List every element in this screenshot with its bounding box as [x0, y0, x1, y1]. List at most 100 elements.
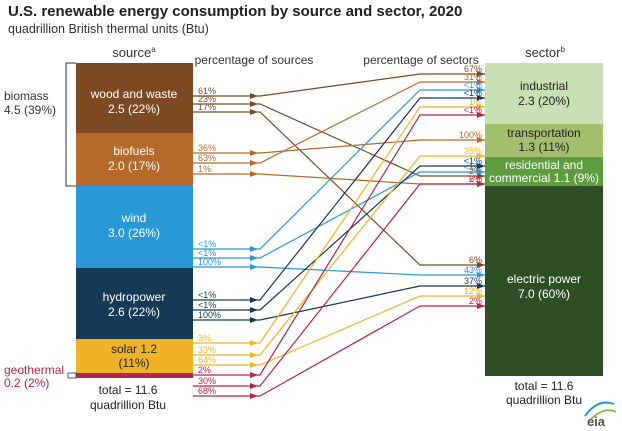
- bar-residential-commercial: [485, 157, 603, 186]
- solar-label: solar 1.2: [111, 342, 157, 356]
- bar-transportation: [485, 124, 603, 157]
- flow-line: [193, 266, 485, 276]
- chart-subtitle: quadrillion British thermal units (Btu): [8, 22, 209, 36]
- flow-line: [193, 114, 485, 376]
- total-right-line2: quadrillion Btu: [506, 393, 582, 407]
- flow-arrowhead-sector: [477, 169, 485, 175]
- sector-percentage-label: 31%: [464, 72, 482, 82]
- source-percentage-label: 64%: [198, 355, 216, 365]
- bar-wood-and-waste: [76, 63, 193, 133]
- flow-arrowhead-source: [250, 317, 258, 323]
- source-bars: [76, 63, 193, 378]
- solar-value: (11%): [118, 356, 149, 370]
- flow-line: [193, 89, 485, 250]
- total-left-line2: quadrillion Btu: [90, 398, 166, 412]
- flow-arrowhead-sector: [477, 163, 485, 169]
- total-left-line1: total = 11.6: [99, 383, 158, 397]
- flow-arrowhead-source: [250, 101, 258, 107]
- flow-line: [193, 103, 485, 177]
- bar-industrial: [485, 63, 603, 124]
- hydro-value: 2.6 (22%): [108, 305, 160, 319]
- sector-percentage-label: 12%: [464, 286, 482, 296]
- flow-arrowhead-source: [250, 93, 258, 99]
- electric-label: electric power: [507, 272, 581, 286]
- flow-arrowhead-sector: [477, 262, 485, 268]
- wind-value: 3.0 (26%): [108, 226, 160, 240]
- biomass-bracket: [65, 62, 76, 187]
- industrial-value: 2.3 (20%): [518, 94, 570, 108]
- flow-line: [193, 183, 485, 387]
- geothermal-label: geothermal: [4, 363, 64, 377]
- flow-line: [193, 97, 485, 301]
- rescom-value: commercial 1.1 (9%): [489, 171, 599, 185]
- flow-arrowhead-source: [250, 362, 258, 368]
- flow-arrowhead-source: [250, 372, 258, 378]
- bar-hydropower: [76, 268, 193, 339]
- industrial-label: industrial: [520, 79, 568, 93]
- flow-arrowhead-source: [250, 352, 258, 358]
- sector-percentage-label: 100%: [459, 130, 482, 140]
- bar-geothermal: [76, 373, 193, 378]
- biofuels-value: 2.0 (17%): [108, 159, 160, 173]
- sector-percentage-label: <1%: [464, 162, 482, 172]
- flow-arrowhead-sector: [477, 95, 485, 101]
- flow-line: [193, 305, 485, 397]
- source-percentage-label: 30%: [198, 376, 216, 386]
- sector-percentage-label: 67%: [464, 64, 482, 74]
- bar-biofuels: [76, 133, 193, 186]
- eia-logo: eia: [584, 401, 617, 429]
- sector-percentage-label: 1%: [469, 97, 482, 107]
- electric-value: 7.0 (60%): [518, 287, 570, 301]
- pct-sources-header: percentage of sources: [195, 53, 314, 67]
- flow-line: [193, 81, 485, 164]
- flow-line: [193, 111, 485, 266]
- source-percentage-label: <1%: [198, 300, 216, 310]
- flow-line: [193, 155, 485, 356]
- geothermal-marker: [67, 372, 77, 379]
- transportation-value: 1.3 (11%): [518, 140, 569, 154]
- flow-arrowhead-source: [250, 255, 258, 261]
- flow-line: [193, 165, 485, 311]
- sector-percentage-label: <1%: [464, 88, 482, 98]
- flow-line: [193, 73, 485, 97]
- sector-percentage-label: <1%: [464, 105, 482, 115]
- bar-solar: [76, 339, 193, 373]
- source-percentage-label: 17%: [198, 102, 216, 112]
- flow-line: [193, 139, 485, 154]
- wind-label: wind: [121, 211, 147, 225]
- flow-arrowhead-source: [250, 393, 258, 399]
- flow-arrowhead-source: [250, 383, 258, 389]
- sector-percentage-label: 2%: [469, 166, 482, 176]
- biofuels-label: biofuels: [113, 144, 154, 158]
- rescom-label: residential and: [505, 158, 583, 172]
- biomass-label: biomass: [4, 89, 49, 103]
- flow-line: [193, 171, 485, 259]
- source-percentage-label: <1%: [198, 248, 216, 258]
- sector-percentage-label: 6%: [469, 174, 482, 184]
- source-percentage-label: 61%: [198, 86, 216, 96]
- source-percentage-label: <1%: [198, 239, 216, 249]
- source-percentage-label: 33%: [198, 345, 216, 355]
- source-percentage-label: 2%: [198, 365, 211, 375]
- flow-arrowhead-source: [250, 150, 258, 156]
- flow-arrowhead-source: [250, 246, 258, 252]
- biomass-value: 4.5 (39%): [4, 103, 56, 117]
- source-percentage-label: 100%: [198, 257, 221, 267]
- sector-header: sectorb: [525, 45, 565, 60]
- flow-arrowhead-sector: [477, 87, 485, 93]
- flow-arrowhead-source: [250, 340, 258, 346]
- source-percentage-label: 63%: [198, 153, 216, 163]
- source-percentage-label: 1%: [198, 164, 211, 174]
- flow-arrowhead-sector: [477, 173, 485, 179]
- flow-arrowhead-source: [250, 160, 258, 166]
- hydro-label: hydropower: [103, 290, 166, 304]
- flow-arrowhead-sector: [477, 303, 485, 309]
- source-percentage-label: <1%: [198, 290, 216, 300]
- source-percentage-label: 23%: [198, 94, 216, 104]
- source-percentage-label: 68%: [198, 386, 216, 396]
- bar-wind: [76, 186, 193, 268]
- flow-arrowhead-sector: [477, 272, 485, 278]
- flow-line: [193, 285, 485, 321]
- flow-arrowhead-sector: [477, 71, 485, 77]
